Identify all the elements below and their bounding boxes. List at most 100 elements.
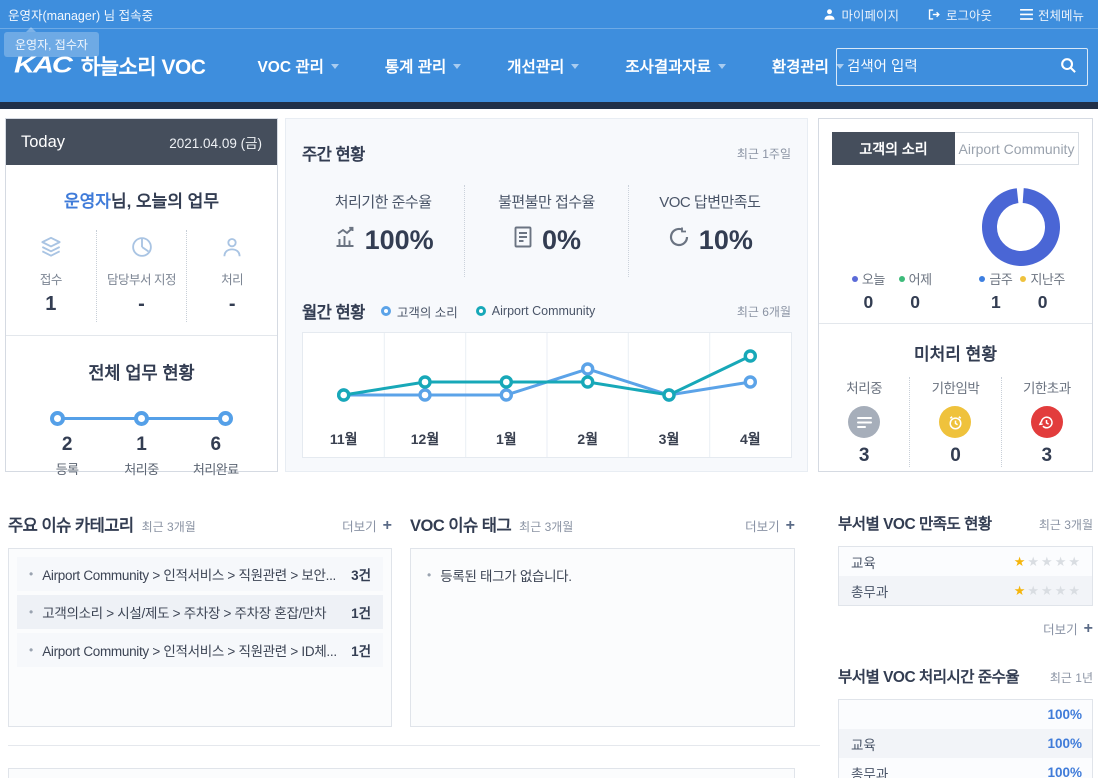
monthly-header: 월간 현황 고객의 소리 Airport Community 최근 6개월 (302, 299, 791, 323)
nav-statistics[interactable]: 통계 관리 (385, 55, 462, 77)
task-assign-department[interactable]: 담당부서 지정 - (95, 230, 187, 322)
stat-today[interactable]: 오늘 0 (845, 269, 892, 313)
satisfaction-more: 더보기 + (838, 619, 1093, 638)
step-completed[interactable]: 6 처리완료 (192, 434, 239, 477)
tab-voice-of-customer[interactable]: 고객의 소리 (832, 132, 955, 165)
table-row[interactable]: 교육 100% (839, 729, 1092, 758)
logout-link[interactable]: 로그아웃 (927, 5, 992, 24)
pending-in-progress[interactable]: 처리중 3 (846, 381, 883, 466)
compliance-table: 100% 교육 100% 총무과 100% (838, 699, 1093, 778)
app-title: 하늘소리 VOC (80, 55, 206, 79)
main-nav: VOC 관리 통계 관리 개선관리 조사결과자료 환경관리 (257, 55, 844, 77)
voice-stats-panel: 고객의 소리 Airport Community 오늘 0 어제 0 금주 1 … (818, 118, 1093, 472)
table-row[interactable]: 100% (839, 700, 1092, 729)
tab-airport-community[interactable]: Airport Community (955, 132, 1079, 165)
person-icon (823, 8, 836, 21)
legend-dot-icon (380, 306, 391, 316)
bullet-icon: • (29, 605, 34, 619)
pending-due-soon[interactable]: 기한임박 0 (909, 377, 1000, 467)
logged-in-user-status: 운영자(manager) 님 접속중 (8, 8, 154, 23)
divider (6, 335, 277, 336)
weekly-donut-chart (979, 185, 1063, 269)
search-button[interactable] (1060, 57, 1077, 77)
list-icon (848, 406, 881, 438)
my-page-link[interactable]: 마이페이지 (823, 5, 899, 24)
hamburger-icon (1020, 8, 1033, 20)
step-in-progress[interactable]: 1 처리중 (124, 434, 159, 477)
chevron-down-icon (571, 64, 580, 69)
donut-chart-svg (982, 188, 1060, 266)
bar-chart-icon (333, 225, 357, 256)
table-row[interactable]: 총무과 100% (839, 758, 1092, 778)
today-panel-header: Today 2021.04.09 (금) (6, 119, 277, 165)
svg-text:2월: 2월 (577, 431, 598, 447)
metric-complaint-rate[interactable]: 불편불만 접수율 0% (464, 185, 627, 277)
voc-issue-tags-period: 최근 3개월 (519, 520, 574, 534)
issue-categories-panel: 주요 이슈 카테고리 최근 3개월 더보기 + • Airport Commun… (8, 498, 392, 727)
today-panel: Today 2021.04.09 (금) 운영자님, 오늘의 업무 접수 1 담… (5, 118, 278, 477)
dot-icon (898, 275, 905, 282)
legend-voice-of-customer: 고객의 소리 (380, 302, 458, 321)
search-icon (1060, 57, 1077, 77)
voc-issue-tags-header: VOC 이슈 태그 최근 3개월 더보기 + (410, 498, 795, 536)
logout-icon (927, 8, 941, 21)
issue-row[interactable]: • 고객의소리 > 시설/제도 > 주차장 > 주차장 혼잡/만차 1건 (17, 595, 383, 629)
issue-categories-more-button[interactable]: 더보기 + (342, 516, 392, 534)
svg-text:12월: 12월 (411, 431, 439, 447)
empty-tags-message: • 등록된 태그가 없습니다. (427, 568, 572, 584)
weekly-title: 주간 현황 (302, 146, 365, 164)
voc-issue-tags-list: • 등록된 태그가 없습니다. (410, 548, 795, 727)
legend-dot-icon (475, 306, 486, 316)
divider (8, 745, 820, 746)
nav-environment[interactable]: 환경관리 (772, 55, 844, 77)
document-icon (512, 225, 534, 256)
chart-legend: 고객의 소리 Airport Community (380, 302, 595, 321)
voice-tabs: 고객의 소리 Airport Community (832, 132, 1079, 165)
bullet-icon: • (29, 567, 34, 581)
today-greeting: 운영자님, 오늘의 업무 (64, 192, 219, 211)
timeline-dot (218, 411, 233, 426)
step-registered[interactable]: 2 등록 (55, 434, 79, 477)
chevron-down-icon (330, 64, 339, 69)
task-process[interactable]: 처리 - (186, 230, 277, 322)
pending-title: 미처리 현황 (914, 345, 997, 364)
chevron-down-icon (835, 64, 844, 69)
metric-deadline-compliance[interactable]: 처리기한 준수율 100% (302, 185, 464, 277)
pending-overdue[interactable]: 기한초과 3 (1000, 377, 1092, 467)
nav-improvement[interactable]: 개선관리 (507, 55, 580, 77)
svg-text:11월: 11월 (330, 431, 358, 447)
weekly-monthly-panel: 주간 현황 최근 1주일 처리기한 준수율 100% 불편불만 접수율 0% V… (285, 118, 808, 472)
department-panel: 부서별 VOC 만족도 현황 최근 3개월 교육 ★★★★★ 총무과 ★★★★★… (838, 498, 1093, 778)
stat-this-week[interactable]: 금주 1 (973, 269, 1020, 313)
stat-yesterday[interactable]: 어제 0 (892, 269, 939, 313)
stat-last-week[interactable]: 지난주 0 (1019, 269, 1066, 313)
metric-answer-satisfaction[interactable]: VOC 답변만족도 10% (627, 185, 791, 277)
table-row[interactable]: 교육 ★★★★★ (839, 547, 1092, 576)
issue-row[interactable]: • Airport Community > 인적서비스 > 직원관련 > 보안.… (17, 557, 383, 591)
monthly-title: 월간 현황 (302, 304, 365, 322)
all-menu-link[interactable]: 전체메뉴 (1020, 5, 1084, 24)
alarm-clock-icon (939, 406, 972, 438)
issue-row[interactable]: • Airport Community > 인적서비스 > 직원관련 > ID체… (17, 633, 383, 667)
voc-issue-tags-title: VOC 이슈 태그 (410, 517, 512, 535)
nav-survey-results[interactable]: 조사결과자료 (625, 55, 726, 77)
today-title: Today (21, 132, 66, 151)
table-row[interactable]: 총무과 ★★★★★ (839, 576, 1092, 605)
bullet-icon: • (427, 568, 432, 582)
voc-issue-tags-more-button[interactable]: 더보기 + (745, 516, 795, 534)
utility-bar: 운영자(manager) 님 접속중 마이페이지 로그아웃 전체메뉴 (0, 0, 1098, 28)
legend-airport-community: Airport Community (475, 304, 595, 318)
nav-voc-management[interactable]: VOC 관리 (257, 55, 339, 77)
header-search (836, 48, 1088, 86)
clock-pie-icon (97, 232, 187, 262)
task-receive[interactable]: 접수 1 (6, 230, 96, 322)
satisfaction-more-button[interactable]: 더보기 + (1043, 619, 1093, 637)
compliance-period: 최근 1년 (1049, 671, 1093, 685)
app-logo[interactable]: KAC 하늘소리 VOC (14, 49, 206, 82)
search-input[interactable] (847, 59, 1060, 75)
issue-categories-list: • Airport Community > 인적서비스 > 직원관련 > 보안.… (8, 548, 392, 727)
utility-links: 마이페이지 로그아웃 전체메뉴 (823, 5, 1084, 24)
timeline-dot (50, 411, 65, 426)
kac-logo: KAC (14, 52, 73, 78)
issue-categories-title: 주요 이슈 카테고리 (8, 517, 134, 535)
